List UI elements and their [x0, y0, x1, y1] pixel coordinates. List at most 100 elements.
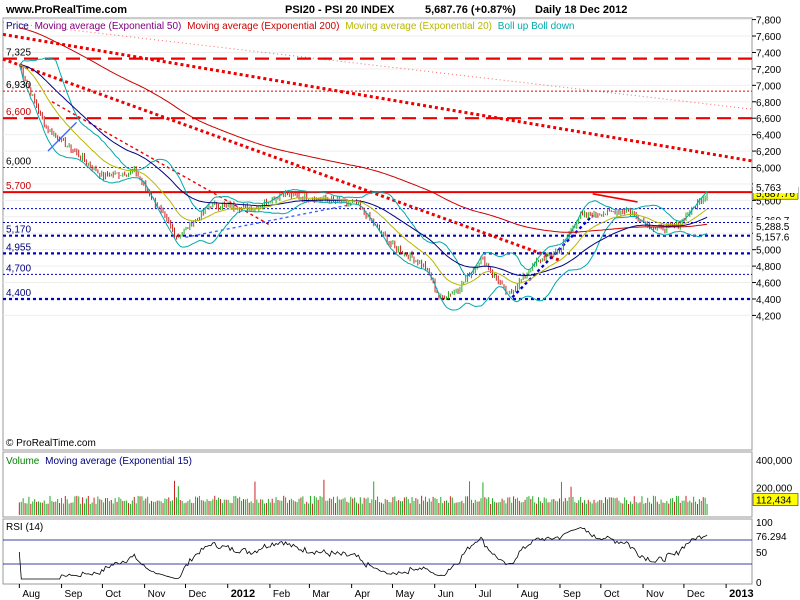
ema50-line	[19, 64, 708, 277]
trendlines	[2, 21, 753, 299]
price-tick-label: 7,000	[756, 81, 781, 92]
support-trendline	[47, 121, 78, 152]
chart-title: PSI20 - PSI 20 INDEX	[285, 4, 395, 16]
price-legend: Price Moving average (Exponential 50) Mo…	[6, 21, 575, 32]
price-tag-bg	[753, 219, 798, 232]
rsi-path	[18, 527, 708, 580]
month-label: Nov	[148, 589, 166, 600]
rsi-axis: 100 50 0 76.294	[3, 518, 798, 589]
price-tag-label: 5,763	[756, 183, 781, 194]
price-tick-label: 4,800	[756, 262, 781, 273]
rsi-legend: RSI (14)	[6, 522, 43, 533]
level-label: 4,955	[6, 242, 31, 253]
resistance-trendline	[2, 57, 561, 262]
price-tag-label: 5,157.6	[756, 233, 790, 244]
volume-bars	[18, 479, 708, 515]
month-label: Aug	[521, 589, 539, 600]
site-label: www.ProRealTime.com	[5, 4, 127, 16]
month-label: Dec	[687, 589, 705, 600]
price-tick-label: 6,600	[756, 114, 781, 125]
month-label: Mar	[312, 589, 330, 600]
bollinger-upper	[18, 57, 708, 277]
price-tick-label: 7,400	[756, 48, 781, 59]
volume-tick-label: 200,000	[756, 484, 793, 495]
level-label: 6,600	[6, 107, 31, 118]
price-tick-label: 4,200	[756, 311, 781, 322]
bollinger-lower	[18, 64, 708, 311]
ema20-line	[19, 64, 708, 286]
price-tag-label: 5,288.5	[756, 222, 790, 233]
quote-label: 5,687.76 (+0.87%)	[425, 4, 516, 16]
volume-last-label: 112,434	[756, 496, 792, 507]
level-label: 7,325	[6, 48, 31, 59]
month-label: 2012	[231, 588, 255, 600]
price-tick-label: 5,600	[756, 196, 781, 207]
rsi-last-label: 76.294	[756, 532, 787, 543]
price-tick-label: 6,200	[756, 147, 781, 158]
support-trendline	[185, 203, 352, 239]
month-label: Dec	[188, 589, 206, 600]
month-label: Jul	[479, 589, 492, 600]
legend-bollinger: Boll up Boll down	[498, 21, 575, 32]
price-tag-bg	[753, 180, 798, 193]
level-label: 6,000	[6, 157, 31, 168]
divergence-line	[592, 193, 638, 203]
level-label: 4,400	[6, 288, 31, 299]
moving-averages	[18, 27, 708, 311]
rsi-line	[18, 527, 708, 580]
month-label: Sep	[563, 589, 581, 600]
price-tick-label: 6,400	[756, 131, 781, 142]
month-label: Sep	[65, 589, 83, 600]
rsi-tick-label: 0	[756, 578, 762, 589]
price-axis: 7,800 7,600 7,400 7,200 7,000 6,800 6,600 6,400…	[752, 16, 781, 322]
month-label: May	[395, 589, 414, 600]
price-tick-label: 6,800	[756, 98, 781, 109]
rsi-tick-label: 50	[756, 548, 768, 559]
legend-ema50: Moving average (Exponential 50)	[35, 21, 182, 32]
level-label: 5,170	[6, 225, 31, 236]
price-tick-label: 7,600	[756, 32, 781, 43]
month-label: Aug	[22, 589, 40, 600]
legend-price: Price	[6, 21, 29, 32]
price-tag-bg	[753, 230, 798, 243]
rsi-last-bg	[753, 530, 798, 543]
period-label: Daily 18 Dec 2012	[535, 4, 627, 16]
price-tick-label: 5,000	[756, 246, 781, 257]
legend-ema200: Moving average (Exponential 200)	[187, 21, 339, 32]
level-label: 5,700	[6, 181, 31, 192]
month-label: Oct	[105, 589, 121, 600]
rsi-tick-label: 100	[756, 518, 773, 529]
month-axis: Aug Sep Oct Nov Dec 2012 Feb Mar Apr May Jun Jul Aug…	[18, 584, 754, 600]
month-label: Nov	[646, 589, 664, 600]
ema200-line	[19, 27, 708, 233]
legend-volume: Volume	[6, 456, 40, 467]
level-label: 4,700	[6, 263, 31, 274]
legend-ema20: Moving average (Exponential 20)	[345, 21, 492, 32]
price-tick-label: 7,200	[756, 65, 781, 76]
volume-last-bg	[752, 493, 799, 506]
legend-volume-ma: Moving average (Exponential 15)	[45, 456, 192, 467]
price-tag-label: 5,687.76	[756, 189, 795, 200]
volume-legend: Volume Moving average (Exponential 15)	[6, 456, 192, 467]
price-panel-frame	[2, 17, 753, 451]
resistance-trendline	[2, 32, 753, 163]
rsi-panel-frame	[2, 518, 753, 585]
price-tick-label: 4,400	[756, 295, 781, 306]
month-label: Oct	[604, 589, 620, 600]
level-labels: 7,325 6,930 6,600 6,000 5,700 5,170 4,955 4,700…	[6, 48, 31, 299]
resistance-trendline	[2, 21, 753, 110]
month-label: Feb	[273, 589, 291, 600]
volume-tick-label: 400,000	[756, 456, 793, 467]
month-label: Jun	[438, 589, 454, 600]
watermark: © ProRealTime.com	[6, 438, 96, 449]
month-label: 2013	[729, 588, 753, 600]
month-label: Apr	[355, 589, 371, 600]
price-tick-label: 4,600	[756, 279, 781, 290]
price-tick-label: 6,000	[756, 164, 781, 175]
support-trendline	[511, 214, 594, 299]
level-label: 6,930	[6, 80, 31, 91]
price-tick-label: 7,800	[756, 16, 781, 27]
